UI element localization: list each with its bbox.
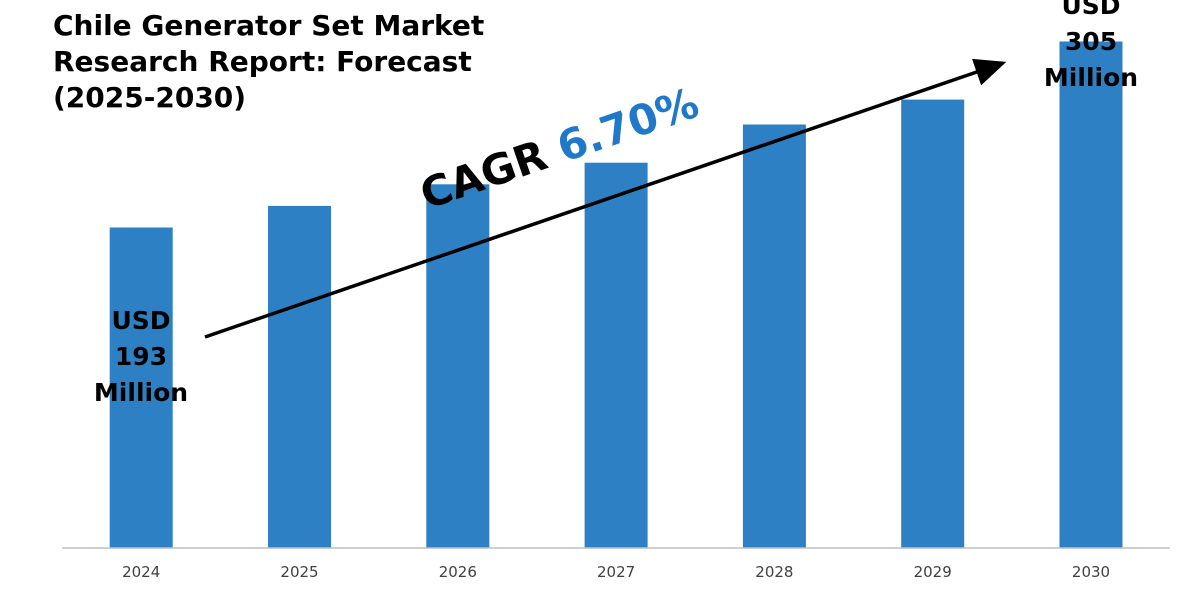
x-tick-label-2028: 2028: [755, 563, 793, 581]
start-value-amount: 193: [114, 342, 168, 371]
x-tick-label-2030: 2030: [1072, 563, 1110, 581]
trend-arrow: [204, 58, 1007, 339]
bar-2030: [1059, 41, 1123, 548]
end-value-label: USD 305 Million: [1036, 0, 1146, 96]
bar-2028: [742, 124, 806, 548]
chart-title-line-3: (2025-2030): [53, 81, 247, 114]
x-tick-label-2029: 2029: [914, 563, 952, 581]
bar-2026: [426, 184, 490, 549]
bar-2029: [901, 99, 965, 548]
end-value-currency: USD: [1061, 0, 1121, 20]
bar-2024: [109, 227, 173, 548]
bar-2027: [584, 162, 648, 548]
x-tick-label-2026: 2026: [439, 563, 477, 581]
x-tick-labels: 2024 2025 2026 2027 2028 2029 2030: [122, 563, 1110, 581]
bar-2025: [268, 205, 331, 548]
end-value-unit: Million: [1043, 63, 1139, 92]
start-value-unit: Million: [93, 378, 189, 407]
chart-title: Chile Generator Set Market Research Repo…: [53, 8, 513, 116]
start-value-label: USD 193 Million: [86, 303, 196, 411]
start-value-currency: USD: [111, 306, 171, 335]
bars-group: [109, 41, 1123, 549]
x-tick-label-2024: 2024: [122, 563, 160, 581]
end-value-amount: 305: [1064, 27, 1118, 56]
chart-title-line-2: Research Report: Forecast: [53, 45, 472, 78]
chart-title-line-1: Chile Generator Set Market: [53, 9, 485, 42]
x-tick-label-2025: 2025: [280, 563, 318, 581]
x-tick-label-2027: 2027: [597, 563, 635, 581]
